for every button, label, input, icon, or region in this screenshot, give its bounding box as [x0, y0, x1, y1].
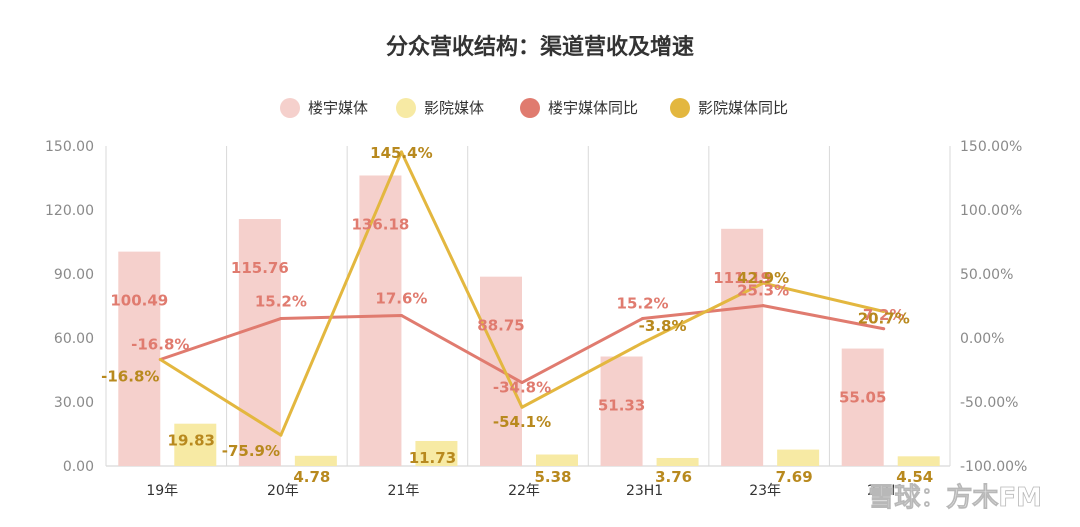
left-tick-label: 90.00	[54, 267, 94, 283]
line-label-building: 7.2%	[863, 306, 905, 324]
bar-label-cinema: 11.73	[409, 449, 456, 467]
bar-building-media	[841, 348, 884, 466]
x-tick-label: 23年	[749, 483, 781, 499]
point-building-yoy	[761, 304, 765, 308]
left-tick-label: 120.00	[45, 203, 94, 219]
point-cinema-yoy	[641, 341, 645, 345]
bar-label-cinema: 4.78	[293, 468, 330, 486]
legend-marker	[520, 98, 540, 118]
point-building-yoy	[279, 317, 283, 321]
legend-label: 楼宇媒体	[308, 99, 368, 117]
chart-title: 分众营收结构：渠道营收及增速	[386, 34, 694, 60]
bar-cinema-media	[656, 457, 699, 466]
points	[158, 150, 886, 437]
line-label-cinema: 145.4%	[370, 144, 432, 162]
point-building-yoy	[399, 313, 403, 317]
line-label-cinema: 42.9%	[737, 269, 789, 287]
bar-label-cinema: 5.38	[534, 468, 571, 486]
bar-label-cinema: 19.83	[168, 432, 215, 450]
x-axis: 19年 20年 21年 22年 23H1 23年 24H1	[146, 483, 904, 499]
line-label-building: 17.6%	[375, 289, 427, 307]
bar-cinema-media	[897, 456, 940, 466]
x-tick-label: 20年	[267, 483, 299, 499]
line-label-building: -34.8%	[493, 379, 551, 397]
legend-label: 影院媒体	[424, 99, 484, 117]
line-label-cinema: -3.8%	[639, 317, 687, 335]
line-label-cinema: -75.9%	[222, 442, 280, 460]
bar-label-building: 55.05	[839, 389, 886, 407]
point-building-yoy	[882, 327, 886, 331]
bar-label-cinema: 7.69	[776, 468, 813, 486]
right-axis: -100.00% -50.00% 0.00% 50.00% 100.00% 150.00%	[960, 139, 1027, 475]
line-label-cinema: 20.7%	[858, 310, 910, 328]
legend-label: 影院媒体同比	[698, 99, 788, 117]
legend-marker	[280, 98, 300, 118]
left-tick-label: 0.00	[63, 459, 94, 475]
bar-building-media	[721, 228, 764, 466]
line-label-cinema: -54.1%	[493, 413, 551, 431]
bar-label-cinema: 4.54	[896, 468, 933, 486]
point-cinema-yoy	[158, 358, 162, 362]
left-tick-label: 150.00	[45, 139, 94, 155]
x-tick-label: 23H1	[626, 483, 663, 499]
bar-label-cinema: 3.76	[655, 468, 692, 486]
x-tick-label: 24H1	[867, 483, 904, 499]
bar-label-building: 88.75	[477, 317, 524, 335]
point-cinema-yoy	[279, 433, 283, 437]
left-axis: 0.00 30.00 60.00 90.00 120.00 150.00	[45, 139, 94, 475]
point-cinema-yoy	[761, 281, 765, 285]
bar-cinema-media	[536, 454, 578, 466]
bar-cinema-media	[294, 455, 337, 466]
bar-label-building: 111.19	[713, 269, 771, 287]
point-cinema-yoy	[399, 150, 403, 154]
x-tick-label: 22年	[508, 483, 540, 499]
x-tick-label: 19年	[146, 483, 178, 499]
bars	[118, 175, 940, 466]
line-label-cinema: -16.8%	[101, 368, 159, 386]
data-labels: 100.49 19.83 115.76 4.78 136.18 11.73 88.75 5.3…	[101, 144, 933, 486]
legend: 楼宇媒体 影院媒体 楼宇媒体同比 影院媒体同比	[280, 98, 788, 118]
bar-cinema-media	[777, 449, 820, 466]
bar-label-building: 51.33	[598, 396, 645, 414]
line-label-building: 15.2%	[617, 295, 669, 313]
right-tick-label: 50.00%	[960, 267, 1013, 283]
left-tick-label: 30.00	[54, 395, 94, 411]
point-cinema-yoy	[882, 310, 886, 314]
right-tick-label: 100.00%	[960, 203, 1022, 219]
right-tick-label: 150.00%	[960, 139, 1022, 155]
watermark: 雪球：方木FM	[868, 482, 1042, 513]
bar-cinema-media	[415, 440, 458, 466]
legend-label: 楼宇媒体同比	[548, 99, 638, 117]
point-building-yoy	[520, 381, 524, 385]
legend-marker	[670, 98, 690, 118]
bar-label-building: 100.49	[110, 292, 168, 310]
line-label-building: 25.3%	[737, 282, 789, 300]
bar-cinema-media	[174, 423, 217, 466]
right-tick-label: 0.00%	[960, 331, 1004, 347]
bar-label-building: 136.18	[351, 215, 409, 233]
line-label-building: -16.8%	[131, 336, 189, 354]
bar-building-media	[238, 219, 281, 466]
left-tick-label: 60.00	[54, 331, 94, 347]
x-tick-label: 21年	[388, 483, 420, 499]
bar-building-media	[600, 356, 643, 466]
bar-building-media	[118, 251, 161, 466]
legend-marker	[396, 98, 416, 118]
right-tick-label: -100.00%	[960, 459, 1027, 475]
right-tick-label: -50.00%	[960, 395, 1018, 411]
point-building-yoy	[641, 317, 645, 321]
line-label-building: 15.2%	[255, 293, 307, 311]
point-cinema-yoy	[520, 405, 524, 409]
bar-label-building: 115.76	[231, 259, 289, 277]
bar-building-media	[359, 175, 402, 466]
